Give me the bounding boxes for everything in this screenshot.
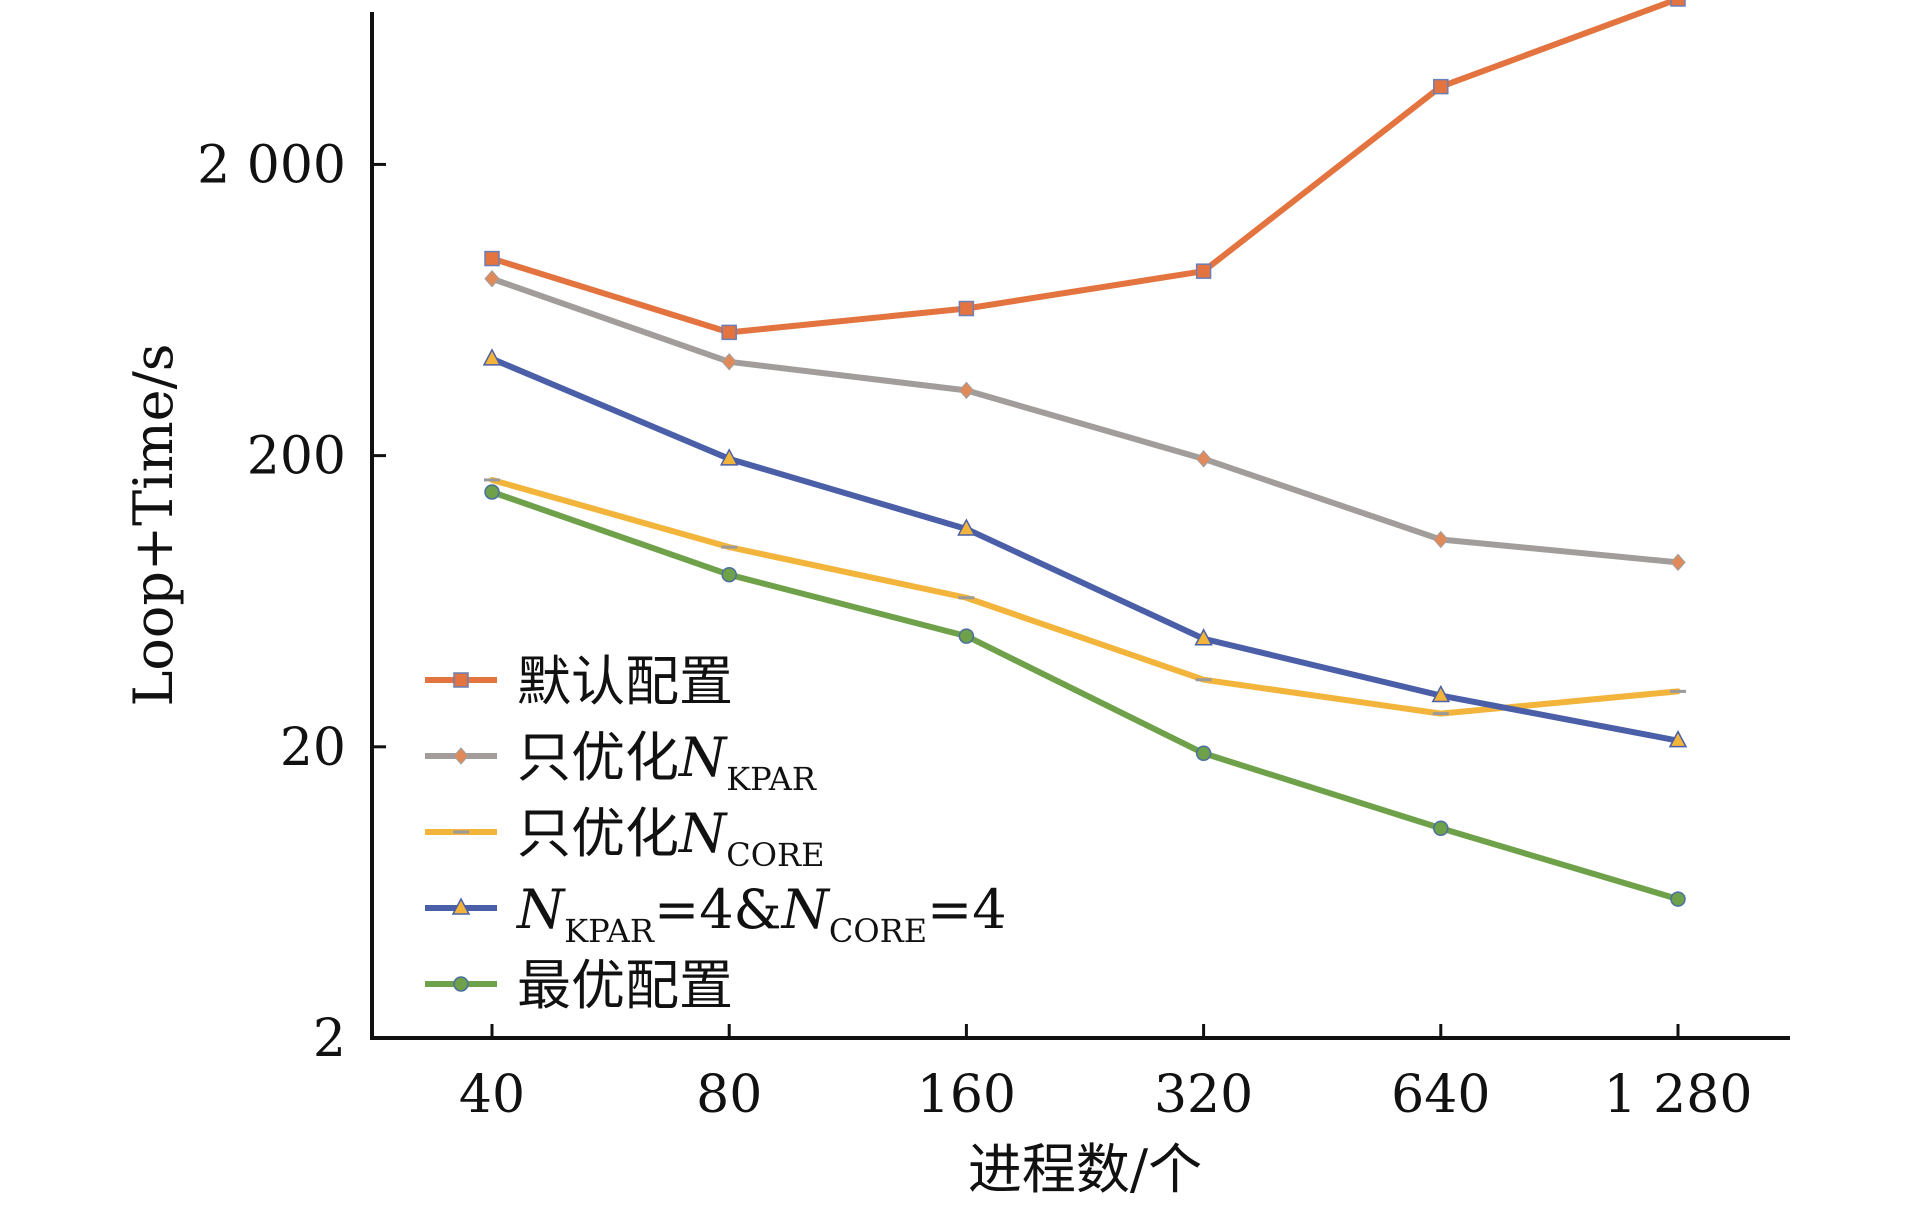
series-2 xyxy=(484,269,1686,572)
data-point xyxy=(1433,78,1449,95)
legend-item: 只优化NCORE xyxy=(425,802,824,874)
data-point xyxy=(1670,553,1686,572)
series-line xyxy=(489,355,1681,744)
x-tick-label: 160 xyxy=(917,1065,1016,1125)
data-point xyxy=(957,518,976,536)
data-point xyxy=(958,628,975,644)
data-point xyxy=(1194,628,1213,646)
legend-label: 默认配置 xyxy=(517,650,733,713)
data-point xyxy=(1433,820,1449,837)
data-point xyxy=(1195,263,1212,279)
data-point xyxy=(719,448,739,466)
data-point xyxy=(721,324,737,341)
legend-swatch-marker xyxy=(453,747,469,765)
x-tick-label: 640 xyxy=(1391,1065,1490,1125)
data-point xyxy=(484,250,500,267)
series-line xyxy=(489,476,1681,717)
data-point xyxy=(1668,730,1688,748)
data-point xyxy=(482,348,502,366)
series-line xyxy=(489,275,1681,566)
series-line xyxy=(489,488,1681,903)
legend-item: 最优配置 xyxy=(425,954,733,1017)
y-axis-title: Loop+Time/s xyxy=(122,343,185,706)
legend-item: 只优化NKPAR xyxy=(425,726,817,798)
data-point xyxy=(721,566,737,583)
data-point xyxy=(721,353,737,371)
y-tick-label: 2 000 xyxy=(197,135,346,195)
x-axis-title: 进程数/个 xyxy=(968,1138,1202,1201)
data-point xyxy=(1670,891,1686,907)
legend-label: 最优配置 xyxy=(517,954,733,1017)
legend-label: 只优化NKPAR xyxy=(517,726,817,798)
series-5 xyxy=(484,484,1686,907)
legend-item: NKPAR=4&NCORE=4 xyxy=(425,878,1007,950)
y-tick-label: 2 xyxy=(313,1009,346,1069)
series-4 xyxy=(482,348,1688,748)
data-point xyxy=(958,300,975,317)
data-point xyxy=(484,484,500,500)
x-tick-label: 1 280 xyxy=(1604,1065,1753,1125)
series-line xyxy=(489,0,1681,336)
x-tick-label: 320 xyxy=(1154,1065,1253,1125)
x-tick-label: 80 xyxy=(696,1065,762,1125)
y-tick-label: 200 xyxy=(247,427,346,487)
series-layer xyxy=(482,0,1688,907)
data-point xyxy=(1431,684,1451,703)
legend-item: 默认配置 xyxy=(425,650,733,713)
data-point xyxy=(1433,530,1449,549)
legend-label: 只优化NCORE xyxy=(517,802,824,874)
axes xyxy=(370,12,1790,1040)
y-tick-label: 20 xyxy=(280,718,346,778)
series-1 xyxy=(484,0,1686,341)
data-point xyxy=(958,381,975,400)
legend-swatch-marker xyxy=(451,897,471,915)
series-3 xyxy=(484,476,1686,717)
legend-swatch-marker xyxy=(453,672,469,688)
legend-label: NKPAR=4&NCORE=4 xyxy=(515,878,1007,950)
data-point xyxy=(1195,450,1212,468)
data-point xyxy=(484,269,500,288)
x-tick-label: 40 xyxy=(459,1065,525,1125)
legend-swatch-marker xyxy=(453,976,469,992)
ticks: 40 80 160 320 640 1 280 2 20 200 2 000 xyxy=(197,135,1752,1125)
data-point xyxy=(1670,0,1686,7)
data-point xyxy=(1195,745,1212,762)
